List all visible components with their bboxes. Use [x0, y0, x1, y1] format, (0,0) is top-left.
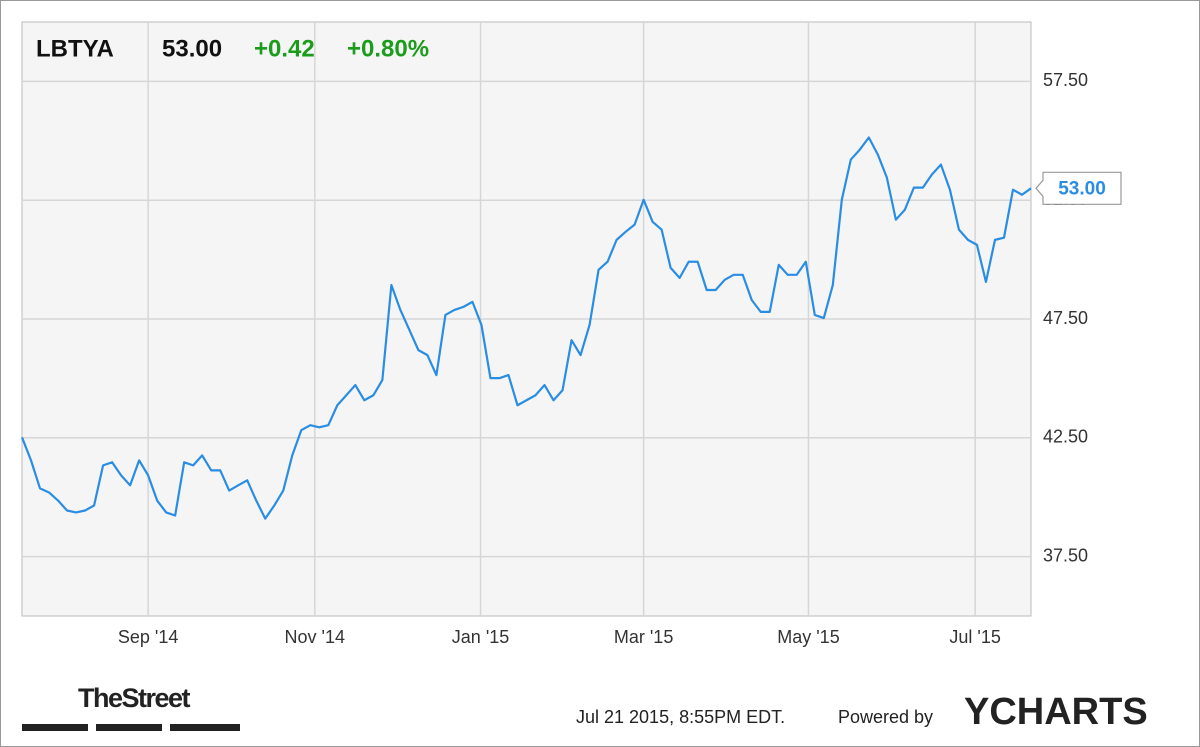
y-tick-label: 47.50 — [1043, 308, 1088, 328]
price: 53.00 — [162, 35, 222, 62]
brand: YCHARTS — [964, 691, 1148, 733]
last-price-tag — [1035, 171, 1122, 205]
change: +0.42 — [254, 35, 315, 62]
x-tick-label: Jan '15 — [452, 627, 509, 647]
source-logo: TheStreet — [78, 683, 191, 713]
x-tick-label: May '15 — [777, 627, 839, 647]
x-tick-label: Nov '14 — [285, 627, 345, 647]
logo-bar — [22, 724, 88, 731]
x-tick-label: Mar '15 — [614, 627, 673, 647]
y-tick-label: 57.50 — [1043, 70, 1088, 90]
last-price-label: 53.00 — [1058, 178, 1106, 199]
x-tick-label: Sep '14 — [118, 627, 179, 647]
logo-bar — [170, 724, 240, 731]
timestamp: Jul 21 2015, 8:55PM EDT. — [576, 707, 785, 727]
x-tick-label: Jul '15 — [949, 627, 1000, 647]
change-percent: +0.80% — [347, 35, 429, 62]
symbol: LBTYA — [36, 35, 114, 62]
logo-bar — [96, 724, 162, 731]
y-tick-label: 37.50 — [1043, 545, 1088, 565]
y-tick-label: 42.50 — [1043, 427, 1088, 447]
price-line — [20, 136, 1032, 520]
powered-by: Powered by — [838, 707, 933, 727]
